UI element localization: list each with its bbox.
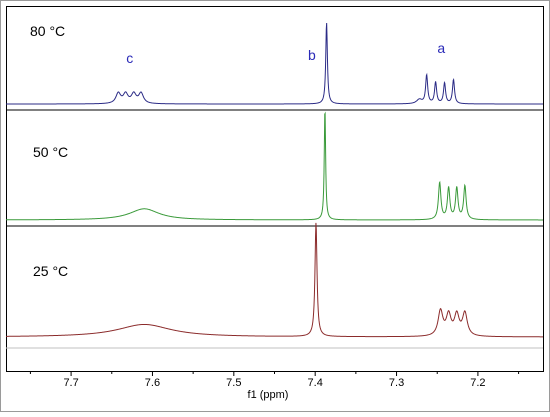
x-tick-label: 7.5 [226, 377, 241, 389]
x-tick-label: 7.7 [63, 377, 78, 389]
x-tick-label: 7.4 [308, 377, 323, 389]
x-tick-label: 7.2 [470, 377, 485, 389]
x-tick-label: 7.3 [389, 377, 404, 389]
spectrum-line-3 [5, 222, 543, 338]
series-layer [5, 22, 543, 338]
label-layer: 80 °C 50 °C 25 °C c b a [30, 23, 445, 279]
series-label: 50 °C [33, 144, 68, 160]
peak-annotation-b: b [308, 47, 316, 63]
x-axis: 7.7 7.6 7.5 7.4 7.3 7.2 [29, 371, 520, 389]
spectrum-line-1 [6, 22, 543, 105]
spectrum-line-2 [6, 111, 543, 221]
series-label: 25 °C [33, 263, 68, 279]
series-label: 80 °C [30, 23, 65, 39]
peak-annotation-a: a [437, 40, 445, 56]
peak-annotation-c: c [126, 50, 133, 66]
x-axis-label: f1 (ppm) [248, 389, 289, 401]
x-tick-label: 7.6 [145, 377, 160, 389]
